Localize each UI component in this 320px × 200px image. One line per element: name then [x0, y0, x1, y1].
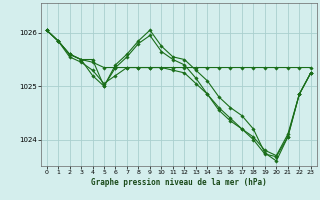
X-axis label: Graphe pression niveau de la mer (hPa): Graphe pression niveau de la mer (hPa) [91, 178, 267, 187]
